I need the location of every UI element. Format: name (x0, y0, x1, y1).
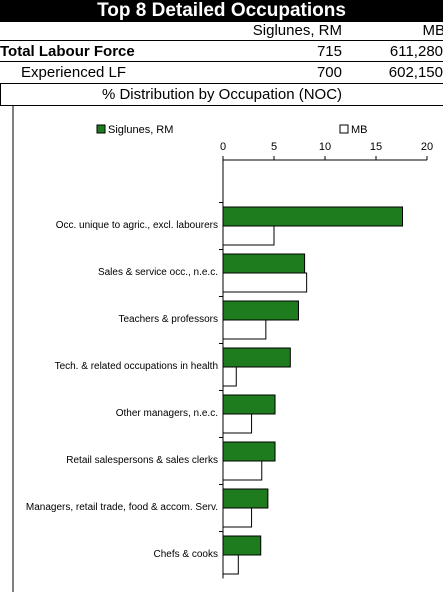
category-label-row: Managers, retail trade, food & accom. Se… (0, 488, 218, 528)
table-header: Siglunes, RM MB (0, 22, 443, 41)
bar (222, 319, 267, 340)
legend-swatch (96, 124, 106, 134)
x-tick-label: 15 (370, 141, 382, 153)
category-label-row: Retail salespersons & sales clerks (0, 441, 218, 481)
cell: 602,150 (388, 64, 443, 81)
section-title: % Distribution by Occupation (NOC) (0, 84, 443, 106)
row-label: Total Labour Force (0, 43, 135, 60)
table-row: Total Labour Force 715 611,280 (0, 41, 443, 62)
bar (222, 366, 237, 387)
bar (222, 441, 276, 462)
x-tick-label: 0 (220, 141, 226, 153)
y-tick-label: Chefs & cooks (153, 549, 218, 560)
category-label-row: Occ. unique to agric., excl. labourers (0, 206, 218, 246)
bar (222, 225, 275, 246)
y-tick-label: Sales & service occ., n.e.c. (97, 267, 218, 278)
bar (222, 347, 291, 368)
title: Top 8 Detailed Occupations (0, 0, 443, 22)
table-row: Experienced LF 700 602,150 (0, 62, 443, 84)
y-tick-label: Managers, retail trade, food & accom. Se… (25, 502, 218, 513)
y-tick-label: Retail salespersons & sales clerks (66, 455, 218, 466)
bar (222, 488, 269, 509)
bar (222, 253, 306, 274)
category-label-row: Tech. & related occupations in health (0, 347, 218, 387)
bar (222, 413, 253, 434)
bar (222, 554, 239, 575)
bar (222, 535, 262, 556)
column-header: MB (422, 22, 443, 39)
bar (222, 206, 404, 227)
cell: 715 (316, 43, 342, 60)
bar (222, 394, 276, 415)
category-label-row: Teachers & professors (0, 300, 219, 340)
y-tick-label: Tech. & related occupations in health (54, 361, 218, 372)
legend-label: MB (351, 124, 368, 136)
y-tick-label: Occ. unique to agric., excl. labourers (55, 220, 218, 231)
bar (222, 272, 308, 293)
column-header: Siglunes, RM (252, 22, 342, 39)
cell: 611,280 (389, 43, 443, 60)
y-tick-label: Other managers, n.e.c. (115, 408, 218, 419)
category-label-row: Other managers, n.e.c. (0, 394, 218, 434)
row-label: Experienced LF (21, 64, 127, 81)
bar (222, 507, 253, 528)
x-tick-label: 5 (271, 141, 277, 153)
bar (222, 300, 299, 321)
y-tick-label: Teachers & professors (118, 314, 219, 325)
x-tick-label: 20 (421, 141, 433, 153)
legend-swatch (339, 124, 349, 134)
legend-label: Siglunes, RM (108, 124, 173, 136)
bar (222, 460, 263, 481)
category-label-row: Sales & service occ., n.e.c. (0, 253, 218, 293)
category-label-row: Chefs & cooks (0, 535, 218, 575)
cell: 700 (316, 64, 342, 81)
chart: Siglunes, RM MB 0 5 10 15 20 (12, 106, 433, 592)
x-tick-label: 10 (319, 141, 331, 153)
